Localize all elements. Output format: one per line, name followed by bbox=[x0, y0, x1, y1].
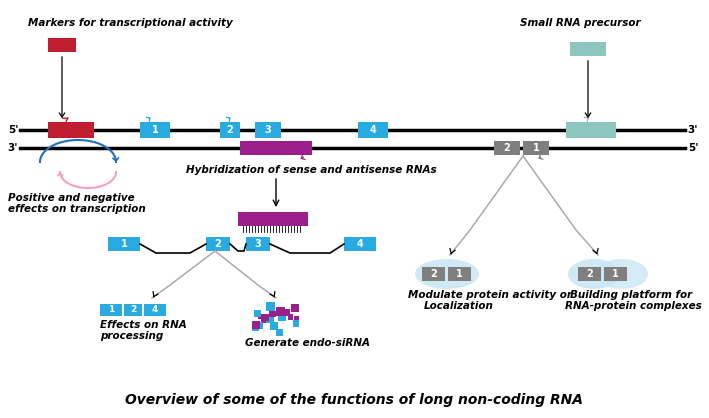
FancyBboxPatch shape bbox=[246, 237, 270, 251]
Text: 4: 4 bbox=[152, 306, 158, 314]
FancyBboxPatch shape bbox=[279, 314, 286, 321]
FancyBboxPatch shape bbox=[124, 304, 142, 316]
FancyBboxPatch shape bbox=[255, 122, 281, 138]
Text: 2: 2 bbox=[215, 239, 221, 249]
FancyBboxPatch shape bbox=[344, 237, 376, 251]
FancyBboxPatch shape bbox=[220, 122, 240, 138]
Text: 3: 3 bbox=[255, 239, 262, 249]
Text: Localization: Localization bbox=[424, 301, 494, 311]
FancyBboxPatch shape bbox=[48, 122, 94, 138]
Text: 2: 2 bbox=[430, 269, 437, 279]
FancyBboxPatch shape bbox=[277, 329, 284, 336]
Text: Positive and negative: Positive and negative bbox=[8, 193, 135, 203]
FancyBboxPatch shape bbox=[288, 314, 294, 320]
Text: 1: 1 bbox=[108, 306, 114, 314]
FancyBboxPatch shape bbox=[422, 267, 445, 281]
Text: 2: 2 bbox=[227, 125, 233, 135]
Text: Modulate protein activity or: Modulate protein activity or bbox=[408, 290, 572, 300]
Ellipse shape bbox=[596, 259, 648, 289]
FancyBboxPatch shape bbox=[108, 237, 140, 251]
FancyBboxPatch shape bbox=[258, 314, 263, 319]
FancyBboxPatch shape bbox=[238, 212, 308, 226]
FancyBboxPatch shape bbox=[206, 237, 230, 251]
FancyBboxPatch shape bbox=[255, 310, 261, 316]
FancyBboxPatch shape bbox=[358, 122, 388, 138]
FancyBboxPatch shape bbox=[448, 267, 471, 281]
FancyBboxPatch shape bbox=[252, 321, 260, 329]
FancyBboxPatch shape bbox=[494, 141, 520, 155]
FancyBboxPatch shape bbox=[261, 315, 269, 323]
FancyBboxPatch shape bbox=[257, 322, 263, 329]
Text: Markers for transcriptional activity: Markers for transcriptional activity bbox=[28, 18, 233, 28]
FancyBboxPatch shape bbox=[269, 321, 278, 330]
FancyBboxPatch shape bbox=[278, 316, 283, 321]
Text: processing: processing bbox=[100, 331, 163, 341]
Text: 3': 3' bbox=[688, 125, 698, 135]
Text: 3: 3 bbox=[264, 125, 272, 135]
Text: Generate endo-siRNA: Generate endo-siRNA bbox=[245, 338, 370, 348]
Text: 5': 5' bbox=[688, 143, 698, 153]
Text: Building platform for: Building platform for bbox=[570, 290, 692, 300]
Text: Small RNA precursor: Small RNA precursor bbox=[520, 18, 641, 28]
FancyBboxPatch shape bbox=[252, 324, 259, 331]
Text: RNA-protein complexes: RNA-protein complexes bbox=[565, 301, 702, 311]
FancyBboxPatch shape bbox=[266, 302, 274, 311]
FancyBboxPatch shape bbox=[100, 304, 122, 316]
Text: Hybridization of sense and antisense RNAs: Hybridization of sense and antisense RNA… bbox=[186, 165, 437, 175]
Text: 4: 4 bbox=[369, 125, 376, 135]
FancyBboxPatch shape bbox=[604, 267, 627, 281]
Text: 5': 5' bbox=[8, 125, 18, 135]
FancyBboxPatch shape bbox=[276, 307, 284, 316]
FancyBboxPatch shape bbox=[294, 316, 299, 321]
Ellipse shape bbox=[415, 259, 479, 289]
Text: Overview of some of the functions of long non-coding RNA: Overview of some of the functions of lon… bbox=[125, 393, 583, 407]
Text: 1: 1 bbox=[532, 143, 540, 153]
Text: effects on transcription: effects on transcription bbox=[8, 204, 146, 214]
Text: 1: 1 bbox=[121, 239, 128, 249]
FancyBboxPatch shape bbox=[240, 141, 312, 155]
Text: 4: 4 bbox=[357, 239, 364, 249]
FancyBboxPatch shape bbox=[269, 311, 276, 317]
FancyBboxPatch shape bbox=[265, 314, 274, 323]
FancyBboxPatch shape bbox=[523, 141, 549, 155]
FancyBboxPatch shape bbox=[262, 314, 269, 321]
FancyBboxPatch shape bbox=[144, 304, 166, 316]
FancyBboxPatch shape bbox=[48, 38, 76, 52]
Text: 1: 1 bbox=[612, 269, 619, 279]
Text: 2: 2 bbox=[503, 143, 510, 153]
Text: 2: 2 bbox=[586, 269, 593, 279]
Ellipse shape bbox=[568, 259, 620, 289]
FancyBboxPatch shape bbox=[566, 122, 616, 138]
Text: 3': 3' bbox=[8, 143, 18, 153]
FancyBboxPatch shape bbox=[140, 122, 170, 138]
FancyBboxPatch shape bbox=[293, 321, 299, 327]
Text: 1: 1 bbox=[152, 125, 158, 135]
FancyBboxPatch shape bbox=[291, 304, 298, 312]
Text: 1: 1 bbox=[456, 269, 463, 279]
Text: Effects on RNA: Effects on RNA bbox=[100, 320, 186, 330]
FancyBboxPatch shape bbox=[578, 267, 601, 281]
FancyBboxPatch shape bbox=[284, 309, 290, 316]
FancyBboxPatch shape bbox=[570, 42, 606, 56]
Text: 2: 2 bbox=[130, 306, 136, 314]
